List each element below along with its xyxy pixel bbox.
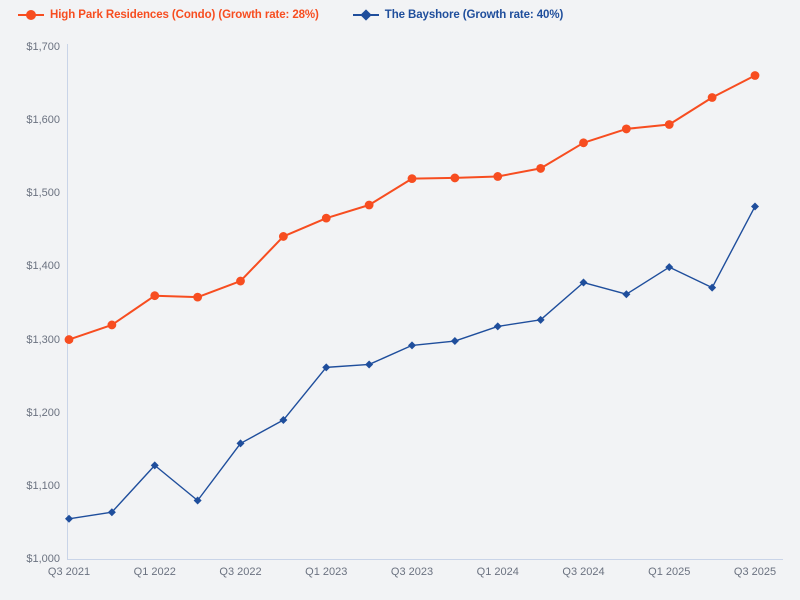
- y-axis-tick-label: $1,200: [26, 406, 60, 419]
- data-point-diamond[interactable]: [665, 263, 674, 272]
- data-point-circle[interactable]: [193, 292, 203, 302]
- x-axis-line: [67, 559, 783, 560]
- data-point-circle[interactable]: [278, 232, 288, 241]
- data-point-diamond[interactable]: [579, 278, 588, 287]
- data-point-diamond[interactable]: [150, 461, 159, 470]
- y-axis-tick-label: $1,700: [26, 41, 60, 53]
- data-point-circle[interactable]: [579, 138, 588, 148]
- data-point-diamond[interactable]: [279, 416, 288, 425]
- y-axis-tick-label: $1,400: [26, 260, 60, 273]
- data-point-circle[interactable]: [750, 71, 760, 80]
- data-point-diamond[interactable]: [708, 283, 717, 292]
- data-point-circle[interactable]: [64, 335, 74, 344]
- legend-label-bayshore: The Bayshore (Growth rate: 40%): [384, 9, 564, 21]
- series-high-park: [64, 71, 760, 344]
- data-point-circle[interactable]: [107, 320, 117, 330]
- legend-item-high-park[interactable]: High Park Residences (Condo) (Growth rat…: [18, 8, 319, 22]
- x-axis-tick-label: Q1 2025: [648, 566, 691, 578]
- data-point-circle[interactable]: [450, 173, 460, 183]
- x-axis-tick-label: Q3 2024: [562, 566, 605, 578]
- data-point-circle[interactable]: [364, 200, 374, 210]
- data-point-diamond[interactable]: [65, 514, 73, 523]
- data-point-diamond[interactable]: [365, 360, 374, 369]
- data-point-circle[interactable]: [621, 124, 631, 134]
- x-axis-tick-label: Q1 2024: [476, 566, 519, 578]
- data-point-circle[interactable]: [493, 172, 503, 181]
- data-point-circle[interactable]: [536, 164, 546, 173]
- x-axis-tick-label: Q3 2023: [390, 566, 434, 578]
- data-point-diamond[interactable]: [450, 337, 459, 346]
- legend-marker-diamond-icon: [352, 8, 379, 22]
- data-point-circle[interactable]: [236, 276, 245, 286]
- data-point-circle[interactable]: [407, 174, 417, 184]
- series-line: [68, 74, 756, 341]
- data-point-circle[interactable]: [150, 291, 160, 301]
- chart-legend: High Park Residences (Condo) (Growth rat…: [0, 0, 800, 30]
- data-point-diamond[interactable]: [107, 508, 116, 517]
- data-point-circle[interactable]: [664, 120, 674, 129]
- y-axis-tick-label: $1,500: [26, 187, 60, 200]
- data-point-diamond[interactable]: [536, 315, 545, 324]
- data-point-diamond[interactable]: [322, 363, 331, 372]
- data-point-diamond[interactable]: [193, 496, 202, 505]
- x-axis-tick-label: Q3 2022: [219, 566, 262, 578]
- x-axis-tick-label: Q1 2023: [305, 566, 348, 578]
- x-axis-tick-label: Q1 2022: [133, 566, 176, 578]
- data-point-circle[interactable]: [707, 93, 717, 102]
- series-line: [68, 205, 756, 520]
- data-point-diamond[interactable]: [751, 202, 759, 211]
- y-axis-tick-label: $1,300: [26, 333, 60, 346]
- y-axis-tick-label: $1,100: [26, 479, 60, 492]
- legend-label-high-park: High Park Residences (Condo) (Growth rat…: [50, 9, 319, 21]
- data-point-diamond[interactable]: [236, 439, 245, 448]
- x-axis-tick-label: Q3 2025: [733, 566, 777, 578]
- legend-marker-circle-icon: [18, 8, 44, 22]
- series-bayshore: [65, 202, 759, 523]
- y-axis-line: [67, 44, 68, 560]
- data-point-diamond[interactable]: [493, 322, 502, 331]
- legend-item-bayshore[interactable]: The Bayshore (Growth rate: 40%): [352, 8, 564, 22]
- data-point-diamond[interactable]: [622, 290, 631, 299]
- legend-dot: [26, 10, 36, 20]
- x-axis-tick-label: Q3 2021: [47, 566, 91, 578]
- y-axis-tick-label: $1,600: [26, 114, 60, 127]
- data-point-diamond[interactable]: [408, 341, 416, 350]
- y-axis-tick-label: $1,000: [26, 553, 60, 565]
- data-point-circle[interactable]: [321, 213, 331, 223]
